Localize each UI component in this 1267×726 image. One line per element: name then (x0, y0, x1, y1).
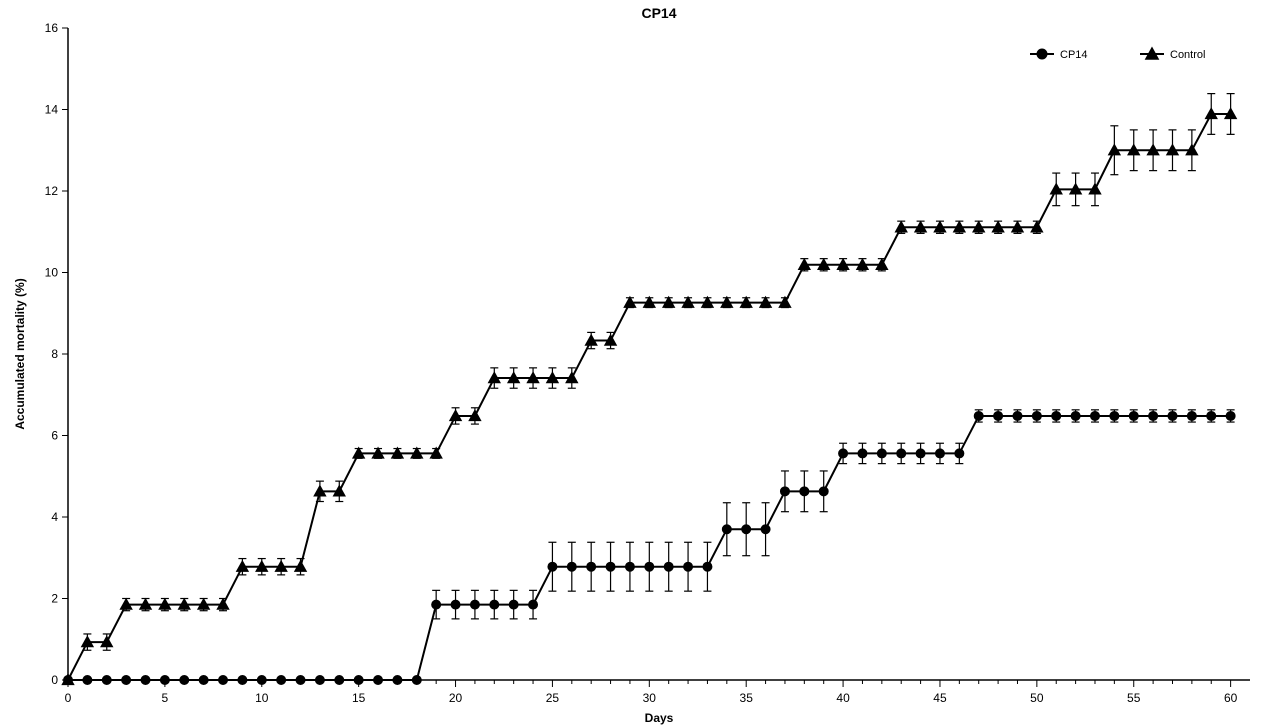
legend-label: CP14 (1060, 49, 1088, 61)
x-tick-label: 10 (255, 691, 269, 705)
y-axis-label: Accumulated mortality (%) (13, 278, 27, 429)
x-tick-label: 30 (643, 691, 657, 705)
x-tick-label: 35 (740, 691, 754, 705)
y-tick-label: 4 (51, 510, 58, 524)
x-tick-label: 0 (65, 691, 72, 705)
y-tick-label: 14 (45, 103, 59, 117)
y-tick-label: 8 (51, 347, 58, 361)
x-tick-label: 15 (352, 691, 366, 705)
chart-title: CP14 (641, 5, 676, 21)
x-tick-label: 25 (546, 691, 560, 705)
y-tick-label: 6 (51, 429, 58, 443)
y-tick-label: 12 (45, 184, 59, 198)
x-tick-label: 5 (162, 691, 169, 705)
y-tick-label: 10 (45, 266, 59, 280)
x-tick-label: 20 (449, 691, 463, 705)
y-tick-label: 16 (45, 21, 59, 35)
y-tick-label: 2 (51, 592, 58, 606)
x-tick-label: 45 (933, 691, 947, 705)
chart-svg: CP14 0 2 4 6 8 10 12 14 16 0 5 10 15 20 25 30 35 40 45 50 55 6… (0, 0, 1267, 726)
x-tick-label: 55 (1127, 691, 1141, 705)
x-tick-label: 50 (1030, 691, 1044, 705)
x-tick-label: 60 (1224, 691, 1238, 705)
chart-container: CP14 0 2 4 6 8 10 12 14 16 0 5 10 15 20 25 30 35 40 45 50 55 6… (0, 0, 1267, 726)
x-tick-label: 40 (836, 691, 850, 705)
x-axis-label: Days (645, 711, 674, 725)
legend-label: Control (1170, 49, 1205, 61)
y-tick-label: 0 (51, 673, 58, 687)
